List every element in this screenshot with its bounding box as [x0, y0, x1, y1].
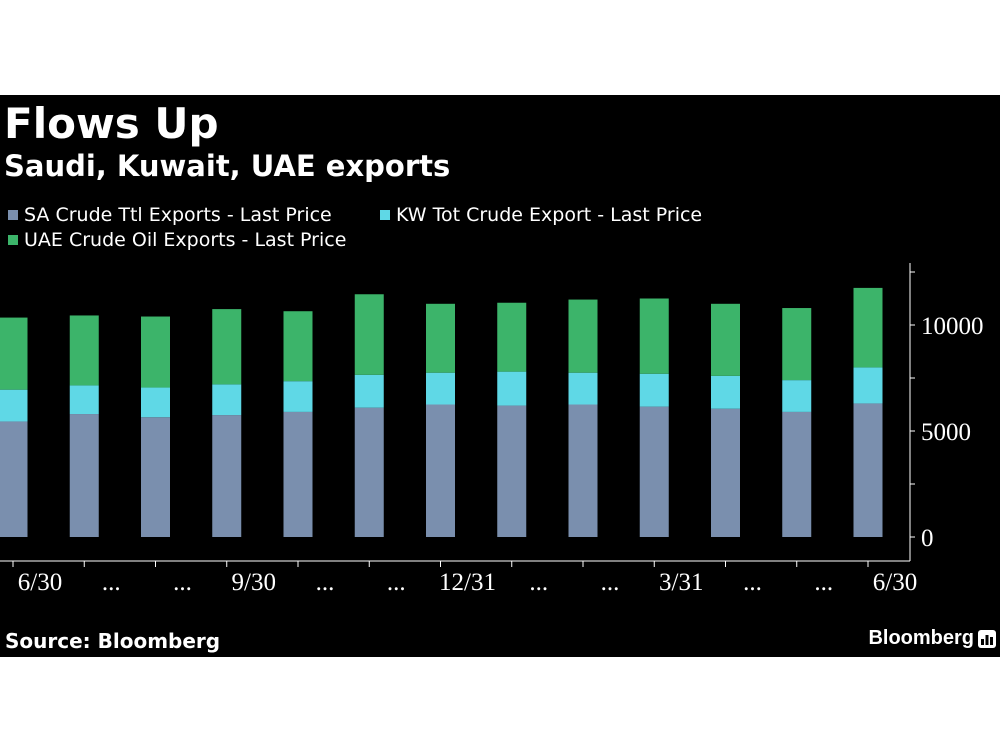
x-tick-label-1: ...: [102, 569, 121, 596]
bar-sa-3: [212, 415, 242, 537]
bar-kw-4: [283, 381, 313, 412]
bar-sa-11: [782, 411, 812, 537]
bar-sa-12: [853, 403, 883, 537]
bar-chart-icon: [978, 629, 996, 648]
y-tick-label-0: 0: [921, 525, 934, 552]
legend-label-kw: KW Tot Crude Export - Last Price: [396, 204, 703, 226]
bar-uae-4: [283, 311, 313, 382]
bar-sa-2: [141, 417, 170, 537]
bar-uae-0: [0, 317, 28, 390]
x-tick-label-3: 9/30: [232, 569, 276, 596]
bar-uae-8: [568, 299, 598, 373]
bar-kw-0: [0, 389, 28, 422]
legend-swatch-sa: [8, 210, 18, 220]
bar-uae-1: [69, 315, 99, 386]
bar-sa-9: [639, 406, 669, 537]
bar-sa-6: [426, 404, 455, 537]
bar-sa-8: [568, 404, 598, 537]
x-tick-label-10: ...: [743, 569, 762, 596]
legend-item-sa: SA Crude Ttl Exports - Last Price: [8, 203, 332, 227]
x-tick-label-8: ...: [601, 569, 620, 596]
bar-uae-12: [853, 287, 883, 368]
bar-kw-7: [497, 371, 527, 406]
bar-uae-7: [497, 302, 527, 372]
x-tick-label-4: ...: [316, 569, 335, 596]
bar-kw-8: [568, 372, 598, 405]
bar-uae-9: [639, 298, 669, 374]
legend-label-uae: UAE Crude Oil Exports - Last Price: [24, 229, 347, 251]
x-tick-label-12: 6/30: [873, 569, 917, 596]
legend-swatch-uae: [8, 235, 18, 245]
legend-item-kw: KW Tot Crude Export - Last Price: [380, 203, 702, 227]
bar-sa-5: [354, 407, 384, 537]
y-tick-label-10000: 10000: [921, 313, 984, 340]
bar-sa-7: [497, 405, 527, 537]
bar-kw-10: [711, 375, 740, 409]
x-tick-label-11: ...: [814, 569, 833, 596]
x-tick-label-6: 12/31: [439, 569, 496, 596]
chart-subtitle: Saudi, Kuwait, UAE exports: [4, 149, 451, 183]
bar-kw-6: [426, 372, 455, 405]
brand-name: Bloomberg: [868, 627, 974, 649]
bar-kw-11: [782, 380, 812, 412]
x-tick-label-7: ...: [529, 569, 548, 596]
bar-sa-0: [0, 421, 28, 537]
x-tick-label-2: ...: [173, 569, 192, 596]
chart-panel: Flows Up Saudi, Kuwait, UAE exports SA C…: [0, 95, 1000, 657]
bar-kw-9: [639, 373, 669, 407]
bar-uae-3: [212, 309, 242, 385]
legend-item-uae: UAE Crude Oil Exports - Last Price: [8, 228, 346, 252]
bar-kw-1: [69, 385, 99, 415]
bar-sa-1: [69, 414, 99, 537]
y-tick-label-5000: 5000: [921, 419, 971, 446]
bar-uae-10: [711, 303, 740, 376]
chart-title: Flows Up: [4, 99, 219, 148]
legend-swatch-kw: [380, 210, 390, 220]
bar-kw-3: [212, 384, 242, 416]
bar-kw-2: [141, 387, 170, 418]
bar-sa-10: [711, 408, 740, 537]
bar-kw-12: [853, 367, 883, 404]
source-note: Source: Bloomberg: [5, 629, 221, 653]
bar-uae-2: [141, 316, 170, 388]
x-tick-label-9: 3/31: [659, 569, 703, 596]
bar-kw-5: [354, 374, 384, 408]
bar-uae-5: [354, 294, 384, 375]
bloomberg-logo: Bloomberg: [868, 627, 996, 650]
bar-uae-11: [782, 308, 812, 381]
bar-uae-6: [426, 303, 455, 373]
bar-sa-4: [283, 411, 313, 537]
x-tick-label-0: 6/30: [18, 569, 62, 596]
legend-label-sa: SA Crude Ttl Exports - Last Price: [24, 204, 332, 226]
bar-chart: 6/30...... 9/30...... 12/31...... 3/31.....…: [0, 263, 984, 596]
x-tick-label-5: ...: [387, 569, 406, 596]
